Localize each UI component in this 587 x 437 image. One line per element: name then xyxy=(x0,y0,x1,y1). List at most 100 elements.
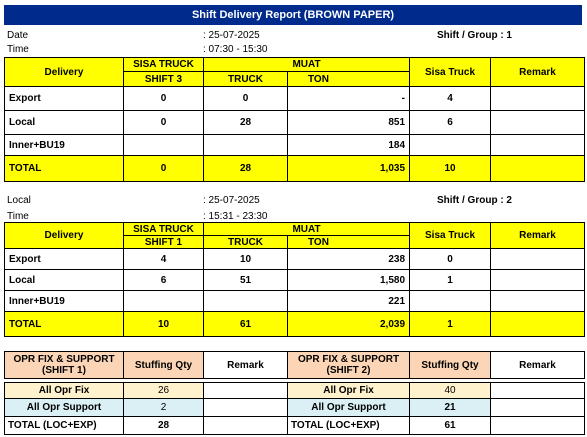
row-truck: 28 xyxy=(203,110,288,135)
row-sisa: 6 xyxy=(123,269,204,291)
header-sisa-truck-right: Sisa Truck xyxy=(409,57,492,87)
stuffing-left-support-remark xyxy=(203,398,288,417)
stuffing-right-support-label: All Opr Support xyxy=(287,398,410,417)
total-remark xyxy=(490,311,586,337)
row-ton: 221 xyxy=(286,290,411,312)
row-sisa xyxy=(123,134,204,156)
shift2-delivery-table: Delivery SISA TRUCK MUAT Sisa Truck Rema… xyxy=(4,222,586,337)
stuffing-left-header: OPR FIX & SUPPORT (SHIFT 1) xyxy=(4,351,124,379)
table-row: Local 6 51 1,580 1 xyxy=(4,269,586,291)
row-truck xyxy=(203,290,288,312)
total-row: TOTAL 0 28 1,035 10 xyxy=(4,155,586,182)
total-sisa-right: 1 xyxy=(409,311,492,337)
shift-group-label: Shift / Group : 1 xyxy=(437,30,512,41)
total-truck: 61 xyxy=(203,311,288,337)
stuffing-left-support-label: All Opr Support xyxy=(4,398,124,417)
stuffing-left-fix-remark xyxy=(203,382,288,399)
stuffing-left-total-label: TOTAL (LOC+EXP) xyxy=(4,416,124,435)
local-label: Local xyxy=(7,195,31,206)
time-value: : 07:30 - 15:30 xyxy=(203,44,268,55)
stuffing-right-total-value: 61 xyxy=(409,416,491,435)
row-sisa-right: 1 xyxy=(409,269,492,291)
row-sisa-right: 6 xyxy=(409,110,492,135)
row-ton: 184 xyxy=(286,134,411,156)
header-truck: TRUCK xyxy=(203,235,288,249)
total-sisa: 10 xyxy=(123,311,204,337)
stuffing-right-fix-label: All Opr Fix xyxy=(287,382,410,399)
stuffing-left-total-remark xyxy=(203,416,288,435)
stuffing-summary-table: OPR FIX & SUPPORT (SHIFT 1) Stuffing Qty… xyxy=(4,351,585,435)
header-sisa-truck: SISA TRUCK xyxy=(123,57,204,72)
row-sisa: 0 xyxy=(123,86,204,111)
row-sisa xyxy=(123,290,204,312)
row-name: Export xyxy=(4,86,124,111)
row-remark xyxy=(490,269,586,291)
shift-group-label: Shift / Group : 2 xyxy=(437,195,512,206)
total-ton: 2,039 xyxy=(286,311,411,337)
row-truck: 51 xyxy=(203,269,288,291)
header-sisa-truck: SISA TRUCK xyxy=(123,222,204,236)
total-sisa-right: 10 xyxy=(409,155,492,182)
time-label: Time xyxy=(7,211,29,222)
stuffing-right-header: OPR FIX & SUPPORT (SHIFT 2) xyxy=(287,351,410,379)
row-sisa: 4 xyxy=(123,248,204,270)
total-truck: 28 xyxy=(203,155,288,182)
stuffing-left-remark-header: Remark xyxy=(203,351,288,379)
row-ton: 238 xyxy=(286,248,411,270)
row-name: Inner+BU19 xyxy=(4,134,124,156)
stuffing-right-support-value: 21 xyxy=(409,398,491,417)
stuffing-right-remark-header: Remark xyxy=(490,351,585,379)
stuffing-right-fix-value: 40 xyxy=(409,382,491,399)
header-remark: Remark xyxy=(490,57,586,87)
stuffing-right-qty-header: Stuffing Qty xyxy=(409,351,491,379)
row-sisa-right: 4 xyxy=(409,86,492,111)
header-muat: MUAT xyxy=(202,222,411,236)
date-value: : 25-07-2025 xyxy=(203,195,260,206)
header-delivery: Delivery xyxy=(4,222,124,249)
header-ton: TON xyxy=(286,71,411,87)
stuffing-left-total-value: 28 xyxy=(123,416,204,435)
stuffing-right-total-remark xyxy=(490,416,585,435)
shift1-delivery-table: Delivery SISA TRUCK MUAT Sisa Truck Rema… xyxy=(4,57,586,182)
table-row: Inner+BU19 221 xyxy=(4,290,586,312)
row-truck: 0 xyxy=(203,86,288,111)
row-name: Local xyxy=(4,110,124,135)
total-label: TOTAL xyxy=(4,155,124,182)
total-ton: 1,035 xyxy=(286,155,411,182)
row-truck xyxy=(203,134,288,156)
row-ton: 851 xyxy=(286,110,411,135)
row-name: Local xyxy=(4,269,124,291)
header-delivery: Delivery xyxy=(4,57,124,87)
total-row: TOTAL 10 61 2,039 1 xyxy=(4,311,586,337)
row-name: Inner+BU19 xyxy=(4,290,124,312)
row-sisa-right xyxy=(409,134,492,156)
header-truck: TRUCK xyxy=(203,71,288,87)
row-sisa: 0 xyxy=(123,110,204,135)
stuffing-left-support-value: 2 xyxy=(123,398,204,417)
date-label: Date xyxy=(7,30,29,41)
header-muat: MUAT xyxy=(202,57,411,72)
report-title: Shift Delivery Report (BROWN PAPER) xyxy=(4,5,582,25)
row-sisa-right: 0 xyxy=(409,248,492,270)
header-remark: Remark xyxy=(490,222,586,249)
date-value: : 25-07-2025 xyxy=(203,30,260,41)
table-row: Export 0 0 - 4 xyxy=(4,86,586,111)
stuffing-right-total-label: TOTAL (LOC+EXP) xyxy=(287,416,410,435)
stuffing-left-fix-value: 26 xyxy=(123,382,204,399)
row-remark xyxy=(490,290,586,312)
time-label: Time xyxy=(7,44,29,55)
row-remark xyxy=(490,134,586,156)
stuffing-right-fix-remark xyxy=(490,382,585,399)
header-prev-shift: SHIFT 1 xyxy=(123,235,204,249)
row-ton: - xyxy=(286,86,411,111)
total-sisa: 0 xyxy=(123,155,204,182)
row-name: Export xyxy=(4,248,124,270)
row-truck: 10 xyxy=(203,248,288,270)
row-sisa-right xyxy=(409,290,492,312)
header-sisa-truck-right: Sisa Truck xyxy=(409,222,492,249)
total-label: TOTAL xyxy=(4,311,124,337)
row-remark xyxy=(490,110,586,135)
time-value: : 15:31 - 23:30 xyxy=(203,211,268,222)
total-remark xyxy=(490,155,586,182)
stuffing-right-support-remark xyxy=(490,398,585,417)
